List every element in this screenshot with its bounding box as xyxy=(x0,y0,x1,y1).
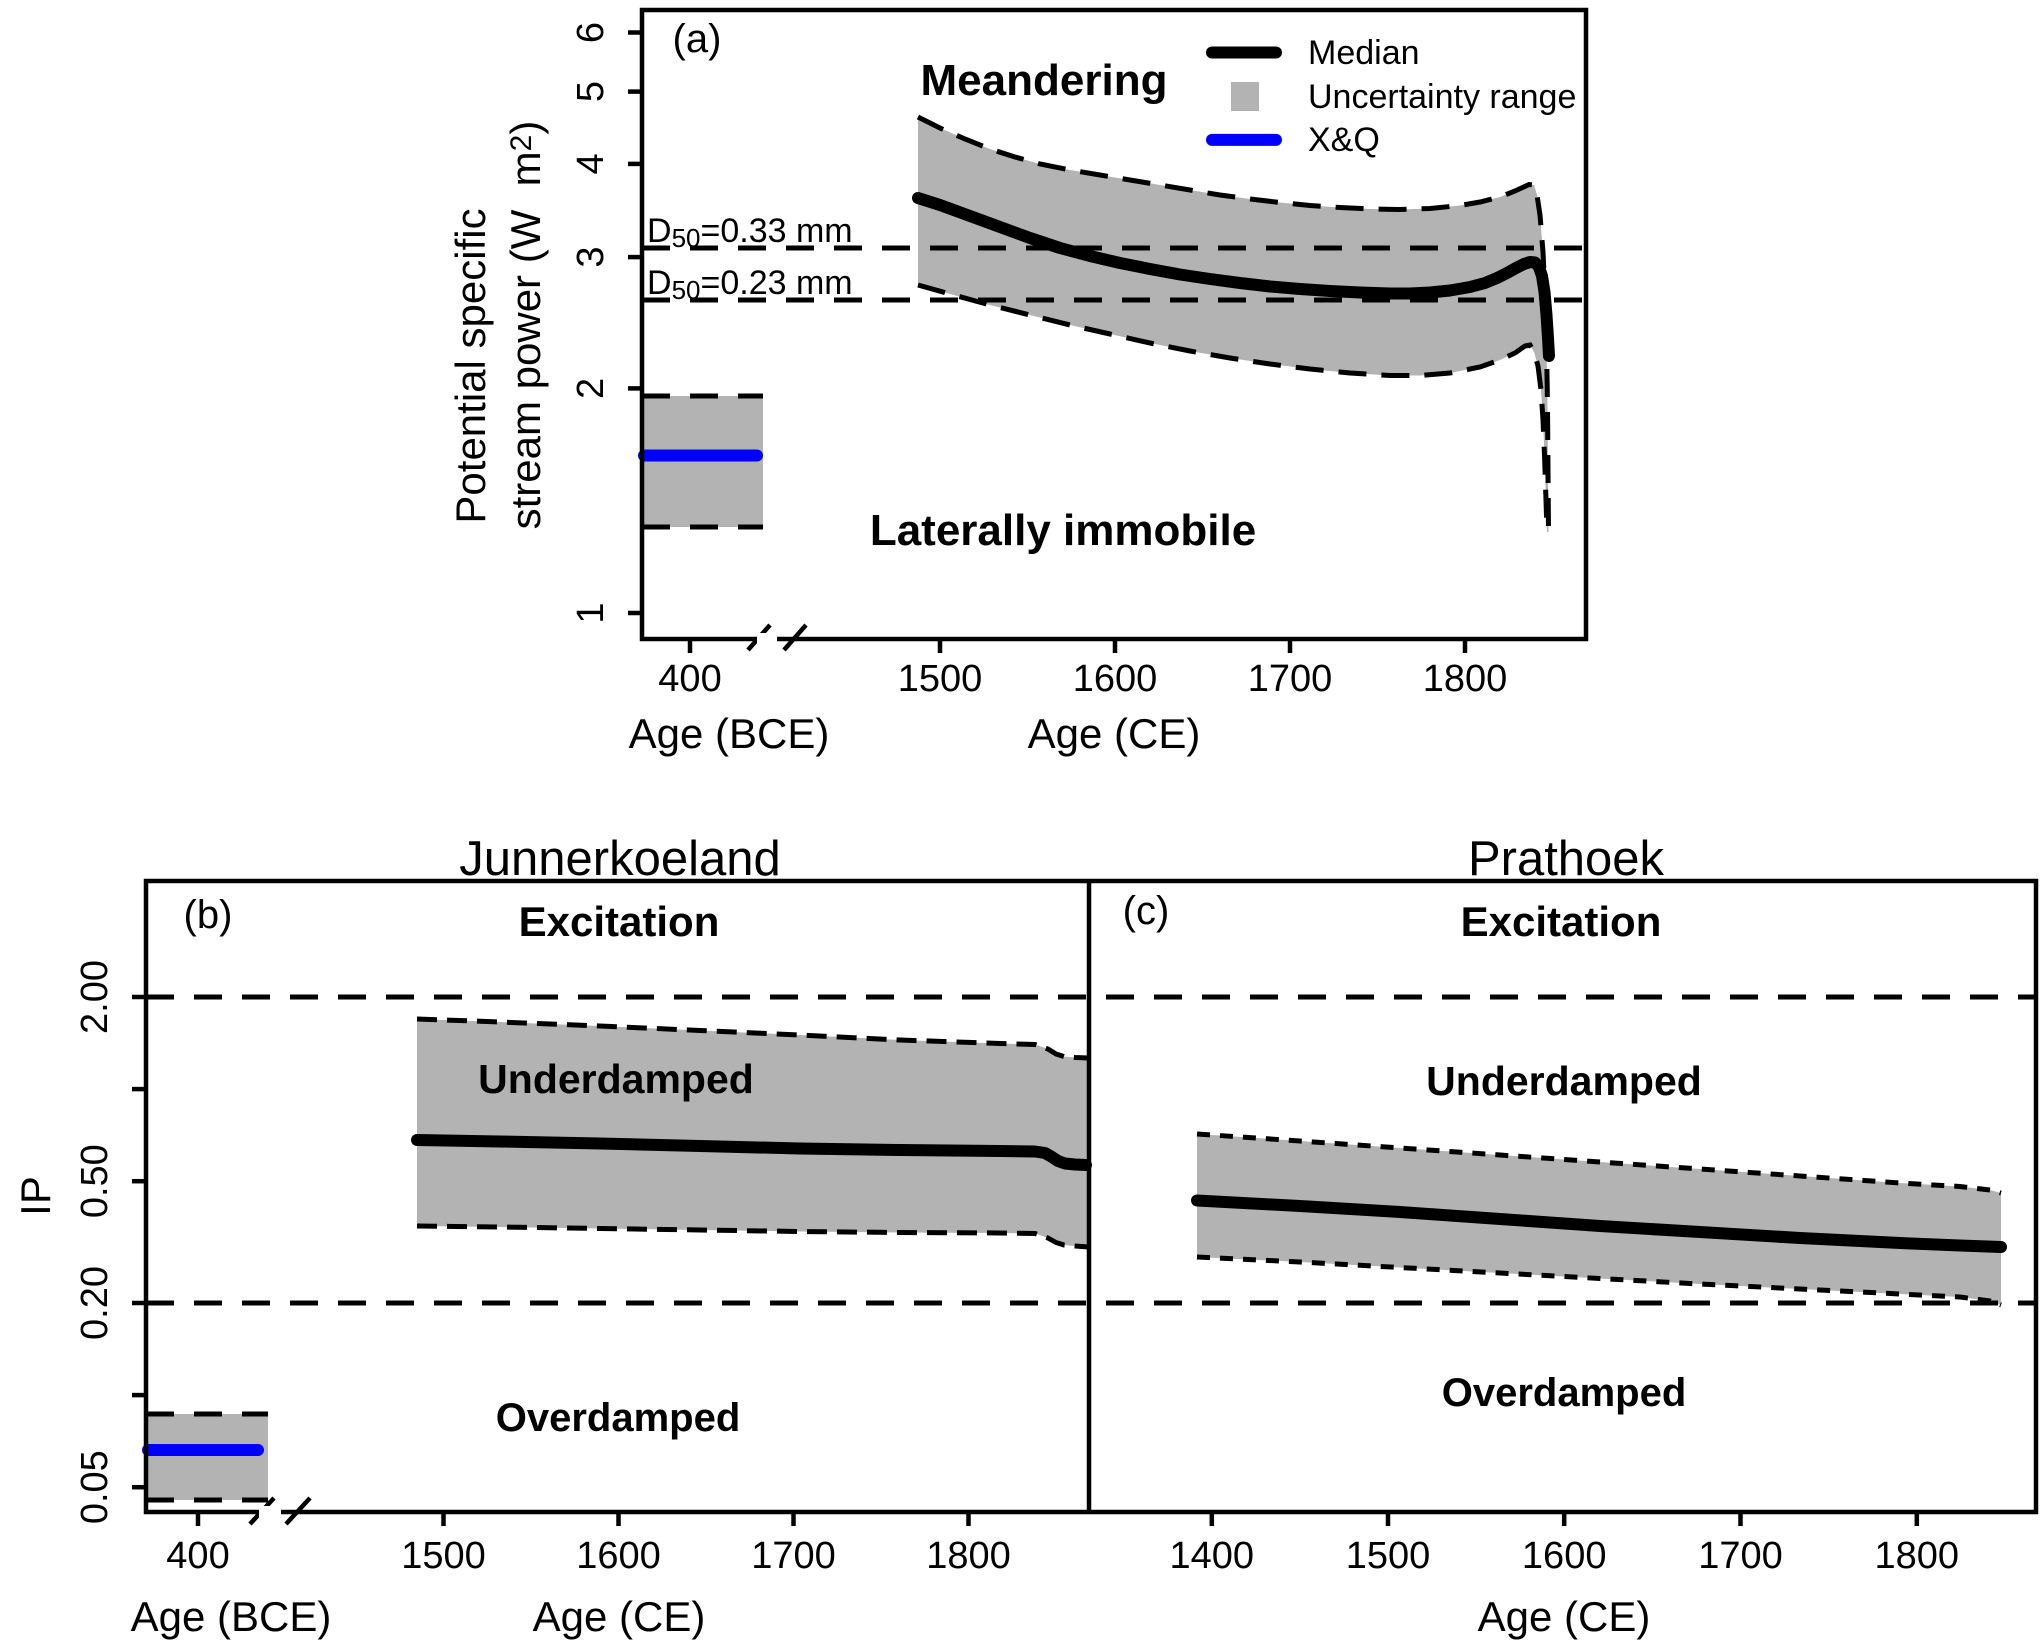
svg-text:1800: 1800 xyxy=(1423,658,1508,700)
svg-text:Underdamped: Underdamped xyxy=(1426,1058,1702,1104)
svg-text:IP: IP xyxy=(12,1176,59,1216)
svg-text:Potential specific: Potential specific xyxy=(447,208,494,523)
svg-text:400: 400 xyxy=(658,658,721,700)
svg-text:Age (CE): Age (CE) xyxy=(1028,710,1201,757)
svg-text:0.50: 0.50 xyxy=(74,1144,116,1218)
svg-text:2: 2 xyxy=(570,378,612,399)
svg-text:1500: 1500 xyxy=(401,1535,486,1577)
svg-text:0.20: 0.20 xyxy=(74,1266,116,1340)
svg-text:Uncertainty range: Uncertainty range xyxy=(1308,78,1576,116)
svg-text:1600: 1600 xyxy=(1073,658,1158,700)
svg-text:4: 4 xyxy=(570,153,612,174)
svg-text:(a): (a) xyxy=(673,17,722,61)
svg-text:1800: 1800 xyxy=(926,1535,1011,1577)
svg-text:X&Q: X&Q xyxy=(1308,121,1380,159)
svg-text:1600: 1600 xyxy=(1522,1535,1607,1577)
svg-text:(b): (b) xyxy=(184,893,233,937)
svg-text:0.05: 0.05 xyxy=(74,1450,116,1524)
svg-text:1400: 1400 xyxy=(1170,1535,1255,1577)
svg-text:Underdamped: Underdamped xyxy=(478,1056,754,1102)
svg-text:Overdamped: Overdamped xyxy=(1442,1371,1687,1415)
svg-text:400: 400 xyxy=(166,1535,229,1577)
svg-text:stream power (W m2): stream power (W m2) xyxy=(502,121,549,530)
svg-text:Junnerkoeland: Junnerkoeland xyxy=(459,832,780,886)
svg-text:Prathoek: Prathoek xyxy=(1468,832,1665,886)
svg-text:1600: 1600 xyxy=(576,1535,661,1577)
svg-text:(c): (c) xyxy=(1123,889,1170,933)
svg-text:Meandering: Meandering xyxy=(921,56,1168,105)
svg-text:3: 3 xyxy=(570,247,612,268)
svg-text:1500: 1500 xyxy=(1346,1535,1431,1577)
svg-text:2.00: 2.00 xyxy=(74,960,116,1034)
svg-text:1500: 1500 xyxy=(898,658,983,700)
svg-text:1700: 1700 xyxy=(751,1535,836,1577)
svg-text:1700: 1700 xyxy=(1698,1535,1783,1577)
svg-text:Age (BCE): Age (BCE) xyxy=(629,710,830,757)
svg-text:1700: 1700 xyxy=(1248,658,1333,700)
svg-text:Excitation: Excitation xyxy=(1461,898,1662,945)
svg-text:Median: Median xyxy=(1308,34,1420,72)
svg-text:Age (CE): Age (CE) xyxy=(1478,1593,1651,1640)
svg-text:6: 6 xyxy=(570,22,612,43)
svg-text:1800: 1800 xyxy=(1875,1535,1960,1577)
svg-text:Laterally immobile: Laterally immobile xyxy=(870,506,1256,555)
svg-text:Age (CE): Age (CE) xyxy=(533,1593,706,1640)
svg-text:Age (BCE): Age (BCE) xyxy=(131,1593,332,1640)
svg-text:Overdamped: Overdamped xyxy=(496,1396,741,1440)
svg-text:1: 1 xyxy=(570,602,612,623)
svg-text:Excitation: Excitation xyxy=(519,898,720,945)
svg-text:5: 5 xyxy=(570,81,612,102)
